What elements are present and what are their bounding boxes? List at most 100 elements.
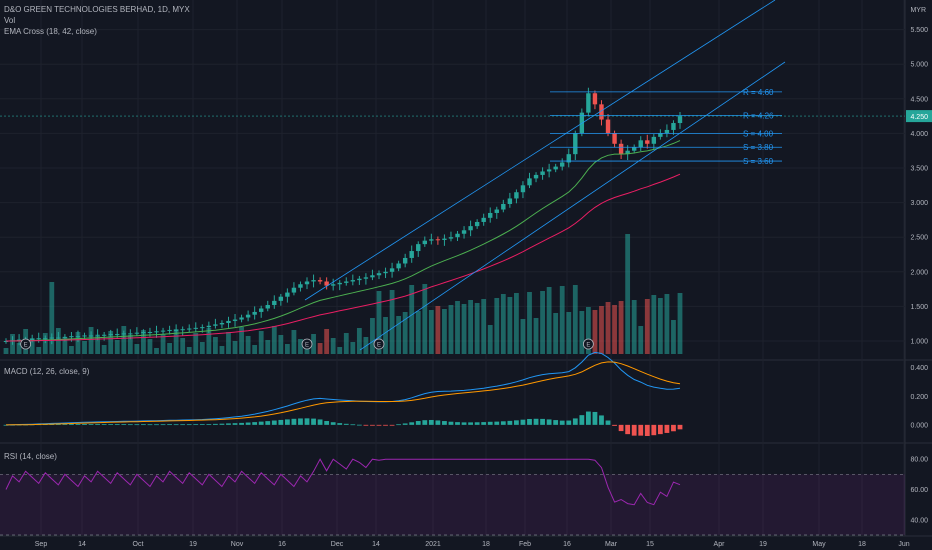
vol-label: Vol — [4, 16, 16, 25]
symbol-title: D&O GREEN TECHNOLOGIES BERHAD, 1D, MYX — [4, 5, 190, 14]
volume-bar — [638, 326, 644, 354]
volume-bar — [671, 320, 676, 354]
macd-hist-bar — [481, 422, 487, 425]
candle-body — [651, 136, 657, 144]
candle-body — [435, 239, 441, 241]
macd-hist-bar — [566, 420, 572, 425]
macd-hist-bar — [298, 418, 303, 425]
volume-bar — [415, 311, 421, 354]
macd-hist-bar — [572, 418, 578, 425]
volume-bar — [265, 340, 271, 354]
volume-bar — [533, 318, 539, 354]
x-tick-label: Jun — [898, 541, 909, 548]
volume-bar — [317, 343, 323, 354]
macd-hist-bar — [108, 424, 114, 425]
macd-hist-bar — [239, 422, 244, 425]
macd-hist-bar — [154, 424, 159, 426]
candle-body — [363, 277, 369, 279]
x-tick-label: 16 — [278, 541, 286, 548]
candle-body — [160, 330, 166, 332]
volume-bars — [3, 234, 683, 354]
candle-body — [180, 329, 185, 331]
macd-hist-bar — [585, 411, 591, 425]
volume-bar — [154, 348, 159, 354]
candle-body — [350, 280, 356, 282]
volume-bar — [448, 305, 454, 354]
volume-bar — [298, 339, 303, 354]
macd-hist-bar — [612, 424, 617, 426]
earnings-marker — [373, 338, 385, 350]
macd-hist-bar — [232, 423, 238, 425]
earnings-marker — [20, 338, 32, 350]
level-label: S = 3.80 — [743, 143, 774, 152]
macd-hist-bar — [415, 421, 421, 425]
macd-hist-bar — [546, 419, 552, 425]
earnings-marker-label: E — [377, 343, 381, 349]
macd-hist-bar — [389, 424, 395, 426]
volume-bar — [212, 337, 218, 354]
last-price-label: 4.250 — [910, 114, 928, 121]
volume-bar — [160, 334, 166, 354]
y-tick-label: 3.500 — [910, 166, 928, 173]
volume-bar — [507, 297, 513, 354]
volume-bar — [572, 285, 578, 354]
macd-hist-bar — [520, 419, 526, 425]
level-label: R = 4.60 — [743, 88, 774, 97]
x-tick-label: 16 — [563, 541, 571, 548]
candle-body — [501, 203, 506, 210]
volume-bar — [55, 328, 61, 354]
candle-body — [16, 339, 22, 341]
macd-hist-bar — [370, 424, 375, 426]
macd-hist-bar — [474, 422, 480, 425]
macd-hist-bar — [376, 424, 382, 426]
volume-bar — [141, 330, 146, 354]
macd-hist-bar — [193, 424, 199, 426]
candle-body — [409, 251, 414, 258]
macd-y-tick-label: 0.200 — [910, 394, 928, 401]
last-price-tag — [906, 110, 932, 123]
candle-body — [226, 320, 231, 324]
volume-bar — [134, 344, 140, 354]
volume-bar — [10, 334, 15, 354]
volume-bar — [468, 300, 474, 354]
volume-bar — [127, 335, 133, 354]
candle-body — [520, 185, 526, 193]
macd-hist-bar — [461, 422, 467, 425]
y-tick-label: 2.500 — [910, 235, 928, 242]
macd-hist-bar — [553, 420, 559, 425]
candle-body — [442, 238, 447, 240]
volume-bar — [36, 347, 42, 354]
earnings-marker-label: E — [24, 343, 28, 349]
macd-hist-bar — [487, 421, 493, 425]
volume-bar — [219, 346, 225, 354]
candle-body — [330, 284, 336, 286]
candle-body — [265, 305, 270, 309]
candle-body — [193, 327, 198, 329]
candle-body — [455, 233, 460, 238]
macd-hist-bar — [540, 418, 545, 425]
macd-hist-bar — [559, 420, 565, 425]
macd-hist-bar — [677, 424, 683, 430]
candle-body — [429, 239, 434, 241]
candle-body — [344, 281, 349, 283]
candle-body — [553, 166, 558, 170]
macd-hist-bar — [258, 421, 264, 425]
macd-hist-bar — [631, 424, 637, 436]
volume-bar — [487, 325, 493, 354]
rsi-y-tick-label: 60.00 — [910, 487, 928, 494]
macd-line — [5, 351, 681, 426]
macd-hist-bar — [337, 423, 343, 425]
x-tick-label: 14 — [78, 541, 86, 548]
volume-bar — [350, 342, 356, 354]
macd-hist-bar — [82, 423, 87, 425]
y-tick-label: 4.500 — [910, 96, 928, 103]
volume-bar — [409, 285, 415, 354]
candle-body — [245, 314, 251, 318]
volume-bar — [631, 300, 637, 354]
volume-bar — [677, 293, 683, 354]
macd-hist-bar — [317, 419, 323, 425]
macd-hist-bar — [245, 422, 251, 425]
macd-hist-bar — [396, 424, 402, 426]
macd-hist-bar — [121, 424, 127, 425]
